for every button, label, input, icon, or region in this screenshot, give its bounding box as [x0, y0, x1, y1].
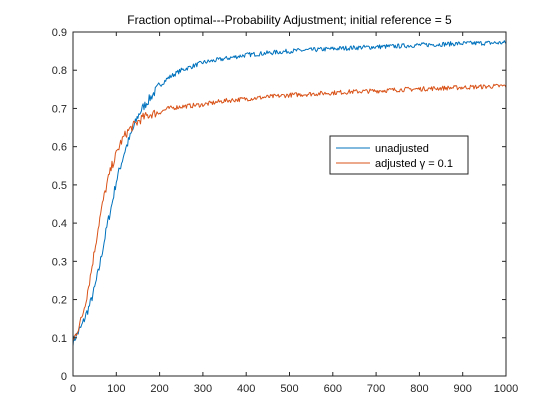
y-tick-label: 0.6: [52, 142, 67, 154]
y-tick-label: 0.7: [52, 103, 67, 115]
axes-background: [73, 32, 506, 376]
x-tick-label: 1000: [494, 383, 518, 395]
x-tick-label: 100: [107, 383, 125, 395]
y-tick-label: 0.8: [52, 65, 67, 77]
x-tick-label: 600: [324, 383, 342, 395]
x-tick-label: 200: [150, 383, 168, 395]
legend-box: [329, 135, 469, 175]
x-tick-label: 900: [454, 383, 472, 395]
series-layer: [72, 40, 507, 347]
y-tick-label: 0.1: [52, 333, 67, 345]
y-tick-label: 0.9: [52, 27, 67, 39]
y-tick-label: 0.5: [52, 180, 67, 192]
y-tick-label: 0.3: [52, 256, 67, 268]
legend-label-1: adjusted γ = 0.1: [375, 158, 453, 170]
legend: unadjusted adjusted γ = 0.1: [329, 135, 469, 175]
x-tick-label: 700: [367, 383, 385, 395]
x-tick-label: 400: [237, 383, 255, 395]
series-line-1: [72, 83, 507, 341]
x-tick-label: 300: [194, 383, 212, 395]
ticks-layer: 0 100 200 300 400 500 600 700 800 900 1000 0 0.1 0.2 0…: [52, 27, 519, 395]
legend-label-0: unadjusted: [375, 143, 429, 155]
y-tick-label: 0: [61, 371, 67, 383]
x-tick-label: 0: [70, 383, 76, 395]
series-line-0: [72, 40, 507, 347]
y-tick-label: 0.4: [52, 218, 67, 230]
x-tick-label: 500: [280, 383, 298, 395]
y-tick-label: 0.2: [52, 295, 67, 307]
chart-title: Fraction optimal---Probability Adjustmen…: [127, 13, 452, 27]
x-tick-label: 800: [410, 383, 428, 395]
